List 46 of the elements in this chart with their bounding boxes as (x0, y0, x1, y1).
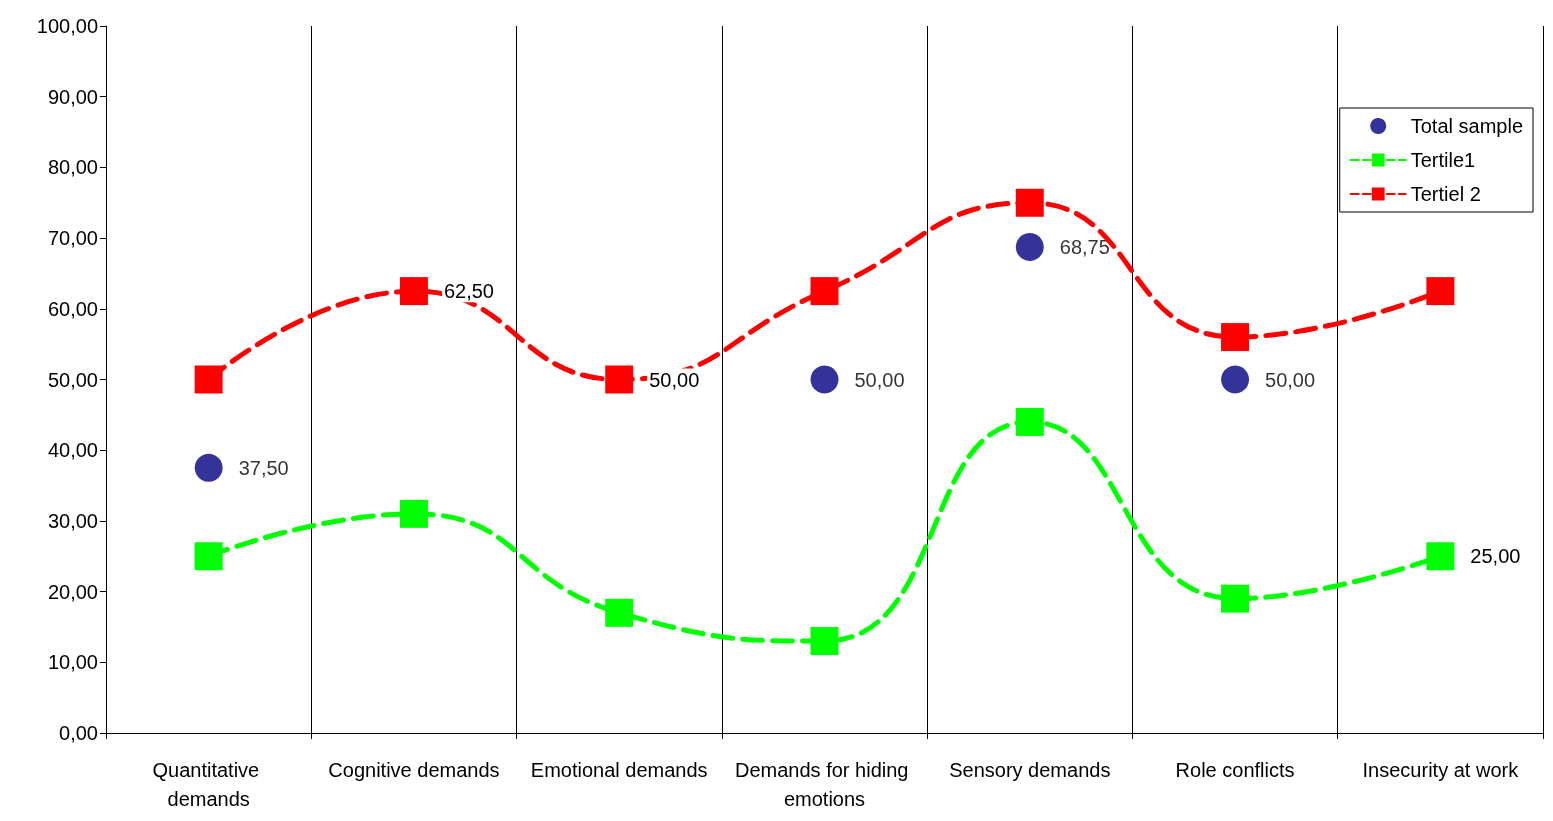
data-label: 50,00 (854, 368, 905, 391)
x-tick-label: Quantitative demands (152, 758, 265, 810)
point (810, 627, 839, 656)
x-tick-label: Cognitive demands (328, 758, 500, 781)
x-tick-label: Emotional demands (530, 758, 708, 781)
point (810, 277, 839, 306)
x-tick-label: Role conflicts (1175, 758, 1295, 781)
data-label: 25,00 (1470, 545, 1521, 568)
point (1426, 277, 1455, 306)
point (1015, 232, 1044, 261)
y-tick-label: 70,00 (47, 227, 98, 250)
legend-label: Total sample (1410, 115, 1524, 137)
y-tick-label: 30,00 (47, 509, 98, 532)
data-label: 68,75 (1059, 235, 1110, 258)
data-label: 62,50 (443, 280, 494, 303)
point (1015, 407, 1044, 436)
y-tick-label: 40,00 (47, 439, 98, 462)
y-tick-label: 60,00 (47, 297, 98, 320)
y-tick-label: 90,00 (47, 85, 98, 108)
legend-label: Tertile1 (1410, 149, 1476, 171)
point (605, 598, 634, 627)
point (1221, 584, 1250, 613)
point (194, 542, 223, 571)
legend-label: Tertiel 2 (1410, 183, 1481, 205)
point (1426, 542, 1455, 571)
y-tick-label: 80,00 (47, 156, 98, 179)
x-tick-label: Demands for hiding emotions (735, 758, 914, 810)
data-label: 50,00 (1265, 368, 1316, 391)
point (1015, 188, 1044, 217)
data-label: 37,50 (238, 456, 289, 479)
point (194, 453, 223, 482)
point (605, 365, 634, 394)
point (399, 499, 428, 528)
y-tick-label: 100,00 (36, 15, 98, 37)
data-label: 50,00 (649, 368, 700, 391)
point (399, 277, 428, 306)
y-tick-label: 50,00 (47, 368, 98, 391)
point (1221, 365, 1250, 394)
x-tick-label: Sensory demands (949, 758, 1111, 781)
point (1221, 323, 1250, 352)
point (194, 365, 223, 394)
y-tick-label: 20,00 (47, 580, 98, 603)
point (810, 365, 839, 394)
y-tick-label: 10,00 (47, 651, 98, 674)
y-tick-label: 0,00 (59, 722, 98, 744)
x-tick-label: Insecurity at work (1362, 758, 1520, 781)
